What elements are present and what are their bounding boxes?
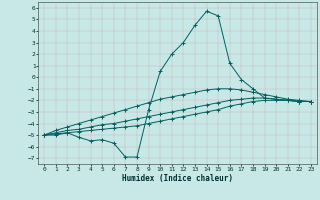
X-axis label: Humidex (Indice chaleur): Humidex (Indice chaleur) [122, 174, 233, 183]
